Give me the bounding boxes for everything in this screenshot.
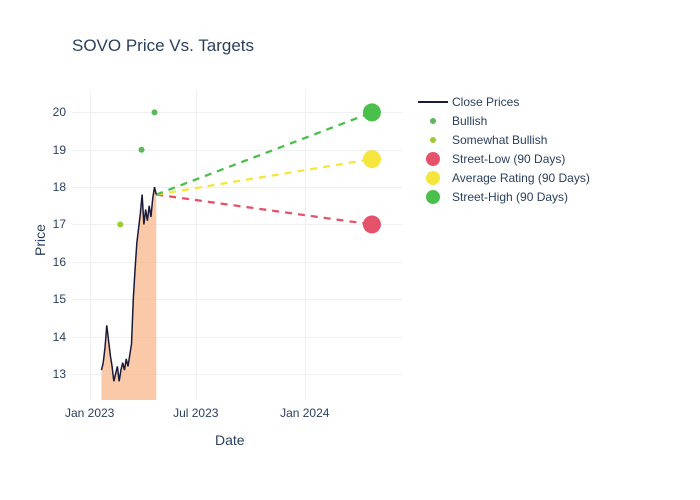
y-tick: 20 xyxy=(38,105,66,119)
legend-swatch xyxy=(418,114,448,128)
chart-title: SOVO Price Vs. Targets xyxy=(72,36,254,56)
legend-item: Street-High (90 Days) xyxy=(418,187,590,206)
legend-item: Close Prices xyxy=(418,92,590,111)
legend-label: Bullish xyxy=(452,114,487,128)
y-tick: 13 xyxy=(38,367,66,381)
x-tick: Jul 2023 xyxy=(173,406,218,420)
legend-item: Average Rating (90 Days) xyxy=(418,168,590,187)
legend-label: Street-High (90 Days) xyxy=(452,190,568,204)
bullish-marker xyxy=(139,147,145,153)
y-tick: 19 xyxy=(38,143,66,157)
legend-item: Somewhat Bullish xyxy=(418,130,590,149)
legend-item: Bullish xyxy=(418,111,590,130)
legend-item: Street-Low (90 Days) xyxy=(418,149,590,168)
legend-label: Somewhat Bullish xyxy=(452,133,547,147)
legend-swatch xyxy=(418,171,448,185)
legend-swatch xyxy=(418,152,448,166)
y-tick: 16 xyxy=(38,255,66,269)
y-tick: 15 xyxy=(38,292,66,306)
chart-svg xyxy=(72,90,402,400)
legend: Close Prices Bullish Somewhat Bullish Stree… xyxy=(418,92,590,206)
legend-swatch xyxy=(418,133,448,147)
street_low-line xyxy=(156,195,372,225)
legend-label: Close Prices xyxy=(452,95,519,109)
legend-label: Average Rating (90 Days) xyxy=(452,171,590,185)
average-marker xyxy=(363,150,381,168)
somewhat-bullish-marker xyxy=(117,221,123,227)
x-tick: Jan 2024 xyxy=(280,406,329,420)
bullish-marker xyxy=(152,109,158,115)
street_high-line xyxy=(156,112,372,194)
x-tick: Jan 2023 xyxy=(65,406,114,420)
legend-swatch xyxy=(418,95,448,109)
x-axis-label: Date xyxy=(215,432,245,448)
y-tick: 14 xyxy=(38,330,66,344)
legend-swatch xyxy=(418,190,448,204)
average-line xyxy=(156,159,372,194)
street_low-marker xyxy=(363,215,381,233)
legend-label: Street-Low (90 Days) xyxy=(452,152,565,166)
y-tick: 18 xyxy=(38,180,66,194)
street_high-marker xyxy=(363,103,381,121)
y-tick: 17 xyxy=(38,217,66,231)
